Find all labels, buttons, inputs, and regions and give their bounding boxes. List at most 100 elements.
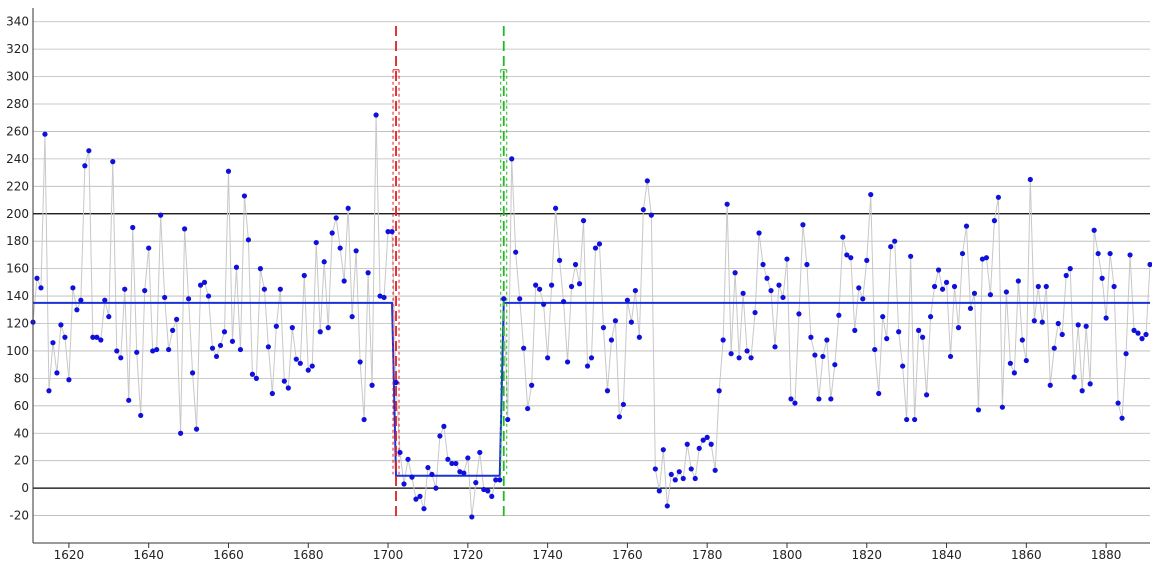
data-point xyxy=(301,272,307,279)
data-point xyxy=(82,163,88,169)
data-point xyxy=(537,286,543,292)
data-point xyxy=(441,423,447,429)
connector-segment xyxy=(854,287,860,331)
connector-segment xyxy=(491,479,497,497)
data-point xyxy=(800,222,806,228)
data-point xyxy=(1011,370,1017,376)
connector-segment xyxy=(734,272,740,358)
data-point xyxy=(600,325,607,331)
connector-segment xyxy=(1069,268,1075,378)
connector-segment xyxy=(475,452,481,483)
connector-segment xyxy=(1049,348,1055,386)
connector-segment xyxy=(1081,326,1087,391)
connector-segment xyxy=(750,312,756,358)
data-point xyxy=(776,282,782,288)
connector-segment xyxy=(112,161,118,351)
connector-segment xyxy=(551,208,557,286)
x-tick-label: 1860 xyxy=(1011,548,1042,562)
data-point xyxy=(864,257,870,264)
data-point xyxy=(357,359,363,365)
data-point xyxy=(245,237,252,243)
y-tick-label: 240 xyxy=(6,152,29,166)
data-point xyxy=(664,503,670,509)
data-point xyxy=(146,245,152,251)
x-tick-label: 1840 xyxy=(931,548,962,562)
data-point xyxy=(1027,176,1033,183)
connector-segment xyxy=(235,267,241,350)
connector-segment xyxy=(1037,286,1043,323)
data-point xyxy=(417,493,423,499)
data-point xyxy=(257,266,263,272)
data-point xyxy=(54,370,60,376)
connector-segment xyxy=(606,339,612,391)
connector-segment xyxy=(184,228,190,299)
data-point xyxy=(888,244,894,250)
data-point xyxy=(134,349,140,355)
data-point xyxy=(704,434,710,440)
connector-segment xyxy=(965,226,971,309)
data-point xyxy=(413,496,419,502)
y-tick-label: 280 xyxy=(6,97,29,111)
data-point xyxy=(457,469,463,475)
connector-segment xyxy=(738,293,744,358)
data-point xyxy=(672,477,678,483)
data-point xyxy=(549,282,555,288)
data-point xyxy=(110,159,116,165)
connector-segment xyxy=(930,286,936,317)
data-point xyxy=(213,353,220,360)
data-point xyxy=(935,267,942,273)
data-point xyxy=(784,256,790,262)
data-point xyxy=(1143,331,1149,338)
data-point xyxy=(66,377,72,383)
connector-segment xyxy=(547,285,553,358)
x-tick-label: 1740 xyxy=(532,548,563,562)
data-point xyxy=(999,404,1005,410)
connector-segment xyxy=(866,194,872,261)
connector-segment xyxy=(786,259,792,399)
data-point xyxy=(1043,283,1049,290)
connector-segment xyxy=(730,272,736,354)
data-point xyxy=(1083,323,1089,329)
data-point xyxy=(1023,357,1029,364)
data-point xyxy=(852,327,858,333)
data-point xyxy=(373,112,379,118)
data-point xyxy=(277,286,283,292)
data-point xyxy=(193,426,200,432)
data-point xyxy=(545,355,551,361)
connector-segment xyxy=(902,366,908,420)
data-point xyxy=(241,193,248,199)
connector-segment xyxy=(52,342,58,373)
connector-segment xyxy=(666,474,672,507)
data-point xyxy=(122,286,128,292)
data-point xyxy=(285,385,291,391)
data-point xyxy=(521,345,527,351)
connector-segment xyxy=(826,339,832,399)
data-point xyxy=(150,348,156,354)
data-point xyxy=(931,283,938,290)
data-point xyxy=(692,475,698,482)
data-point xyxy=(760,261,766,268)
x-tick-label: 1700 xyxy=(373,548,404,562)
connector-segment xyxy=(44,134,50,391)
data-point xyxy=(453,460,459,467)
connector-segment xyxy=(239,195,245,350)
data-point xyxy=(768,287,774,294)
data-point xyxy=(816,396,822,402)
data-point xyxy=(313,239,319,246)
data-point xyxy=(860,296,866,302)
connector-segment xyxy=(862,260,868,299)
data-point xyxy=(429,471,435,478)
data-point xyxy=(947,353,954,360)
data-point xyxy=(369,382,375,388)
connector-segment xyxy=(271,326,277,394)
connector-segment xyxy=(267,346,273,394)
connector-segment xyxy=(132,227,138,353)
connector-segment xyxy=(1117,402,1123,419)
data-point xyxy=(1019,337,1025,343)
connector-segment xyxy=(914,330,920,420)
connector-segment xyxy=(1001,291,1007,408)
connector-segment xyxy=(886,246,892,339)
data-point xyxy=(1087,381,1093,387)
connector-segment xyxy=(40,134,46,288)
data-point xyxy=(716,388,722,394)
